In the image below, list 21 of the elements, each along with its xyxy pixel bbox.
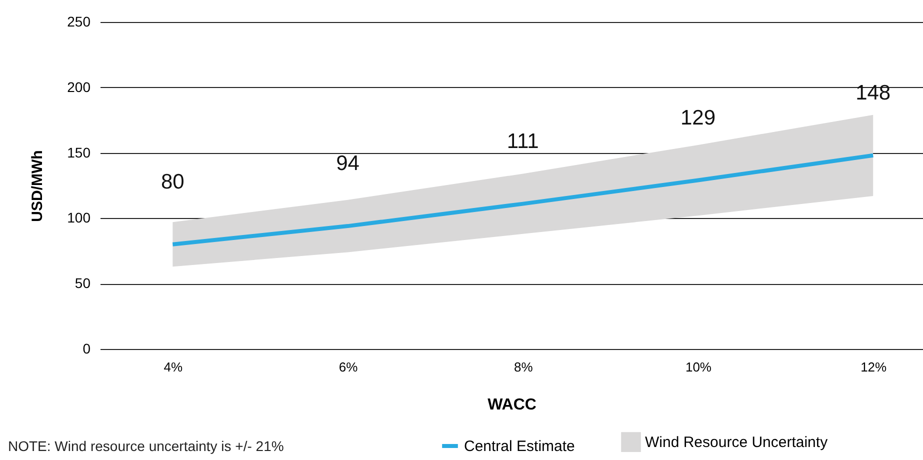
y-tick-label: 150 (67, 144, 91, 160)
x-tick-label: 6% (338, 360, 358, 374)
x-tick-label: 4% (164, 360, 183, 374)
data-label: 111 (506, 130, 539, 153)
y-tick-label: 200 (67, 78, 91, 95)
x-tick-label: 10% (685, 360, 712, 374)
x-tick-label: 8% (514, 360, 534, 374)
y-tick-label: 0 (82, 340, 91, 356)
y-tick-label: 100 (67, 210, 91, 226)
y-tick-label: 250 (67, 14, 91, 30)
y-tick-label: 50 (74, 275, 91, 292)
legend-label: Central Estimate (464, 438, 575, 455)
data-label: 80 (160, 170, 184, 194)
text: NOTE: Wind resource uncertainty is +/- 21% (8, 438, 284, 454)
data-label: 148 (856, 81, 891, 104)
text: Wind Resource Uncertainty (645, 434, 828, 452)
x-tick-label: 12% (860, 360, 888, 374)
data-label: 129 (680, 106, 716, 130)
y-axis-title: USD/MWh (29, 150, 46, 222)
x-axis-title: WACC (488, 396, 537, 414)
data-label: 94 (336, 152, 360, 176)
